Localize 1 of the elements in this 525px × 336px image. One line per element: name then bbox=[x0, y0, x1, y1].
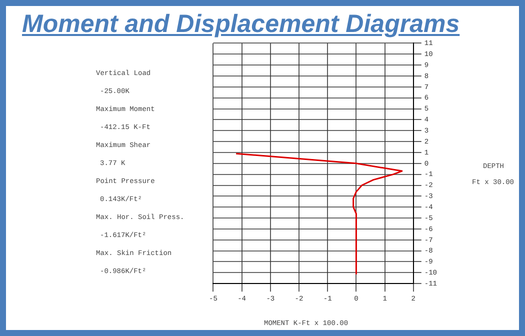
chart-title: Moment and Displacement Diagrams bbox=[22, 10, 460, 39]
